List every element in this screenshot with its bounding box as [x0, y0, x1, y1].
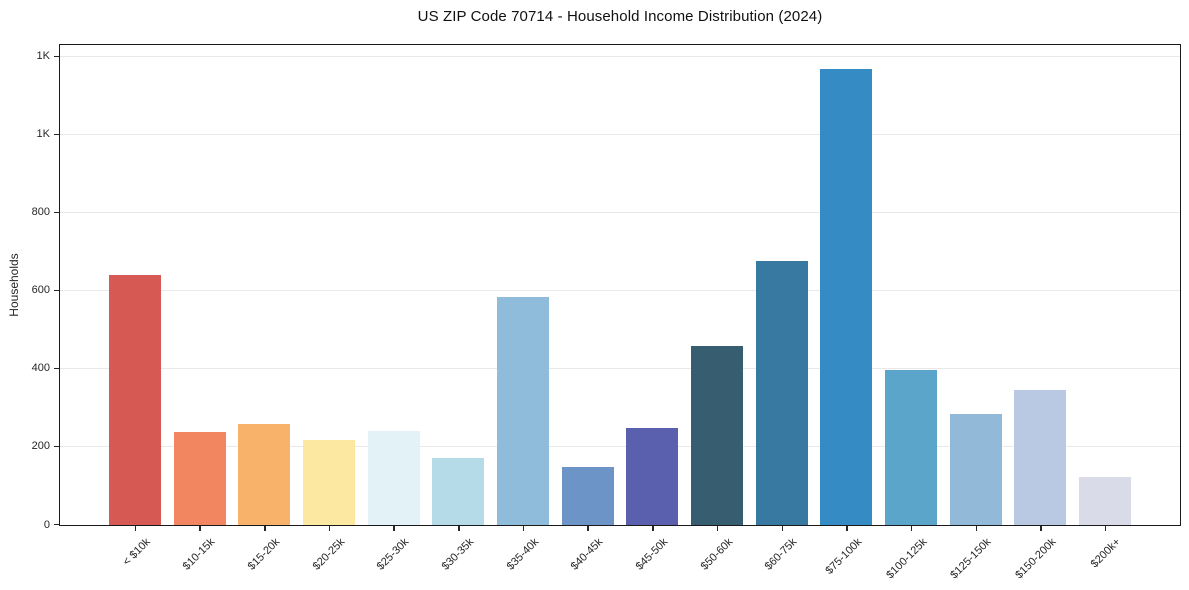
y-tick-label: 600	[31, 284, 50, 297]
bar-10-15k	[173, 432, 226, 525]
x-tick-label: $10-15k	[181, 536, 218, 573]
x-tick-label: $45-50k	[633, 536, 671, 573]
x-tick-label: $20-25k	[310, 536, 348, 573]
bar-60-75k	[755, 260, 808, 525]
x-tick-label: $150-200k	[1013, 536, 1059, 582]
bar-125-150k	[949, 413, 1002, 525]
bar-50-60k	[691, 345, 744, 525]
x-tick-label: < $10k	[120, 536, 153, 569]
x-tick-label: $40-45k	[569, 536, 606, 573]
bar-40-45k	[561, 467, 614, 525]
y-axis-label: Households	[7, 253, 21, 317]
y-tick-label: 400	[31, 362, 50, 375]
x-tick-mark	[1104, 526, 1107, 531]
x-tick-label: $15-20k	[245, 536, 283, 573]
x-tick-mark	[975, 526, 977, 531]
y-tick-label: 800	[31, 206, 50, 219]
y-tick-mark	[54, 445, 59, 448]
x-tick-mark	[652, 526, 654, 531]
x-tick-mark	[587, 526, 589, 531]
x-tick-label: $75-100k	[823, 536, 865, 577]
bar-200k	[1079, 477, 1132, 525]
x-tick-mark	[522, 526, 525, 531]
gridline	[60, 445, 1180, 447]
bar-15-20k	[238, 423, 291, 525]
bar-45-50k	[626, 428, 679, 525]
bar-10k	[109, 275, 161, 525]
y-tick-label: 1K	[36, 128, 50, 141]
x-tick-mark	[199, 526, 201, 531]
bar-20-25k	[303, 439, 355, 525]
x-tick-mark	[910, 526, 913, 531]
y-tick-mark	[54, 211, 59, 214]
gridline	[60, 55, 1180, 57]
bar-25-30k	[367, 431, 420, 525]
y-tick-mark	[54, 523, 59, 526]
bar-75-100k	[820, 69, 873, 525]
gridline	[60, 367, 1180, 369]
x-tick-mark	[458, 526, 460, 531]
x-tick-mark	[393, 526, 395, 531]
x-tick-label: $25-30k	[375, 536, 412, 573]
bar-100-125k	[885, 369, 938, 525]
y-tick-label: 0	[43, 518, 50, 531]
x-tick-mark	[328, 526, 331, 531]
x-tick-mark	[846, 526, 848, 531]
chart-title: US ZIP Code 70714 - Household Income Dis…	[417, 8, 823, 25]
plot-area	[59, 44, 1181, 526]
x-tick-label: $30-35k	[439, 536, 477, 573]
y-tick-label: 1K	[36, 50, 50, 63]
x-tick-label: $60-75k	[763, 536, 800, 573]
x-tick-label: $35-40k	[504, 536, 542, 573]
y-tick-mark	[54, 367, 59, 370]
x-tick-mark	[716, 526, 719, 531]
y-tick-mark	[54, 289, 59, 292]
x-tick-mark	[134, 526, 137, 531]
x-tick-mark	[781, 526, 783, 531]
bar-30-35k	[432, 457, 485, 525]
gridline	[60, 211, 1180, 213]
y-tick-label: 200	[31, 440, 50, 453]
x-tick-label: $100-125k	[883, 536, 930, 582]
x-tick-mark	[1040, 526, 1042, 531]
x-tick-label: $50-60k	[698, 536, 736, 573]
bar-150-200k	[1014, 389, 1067, 525]
x-tick-mark	[264, 526, 266, 531]
gridline	[60, 133, 1180, 135]
gridline	[60, 289, 1180, 291]
y-tick-mark	[54, 133, 59, 136]
y-tick-mark	[54, 55, 59, 58]
x-tick-label: $125-150k	[948, 536, 994, 582]
bar-35-40k	[497, 297, 550, 525]
x-tick-label: $200k+	[1088, 536, 1124, 571]
